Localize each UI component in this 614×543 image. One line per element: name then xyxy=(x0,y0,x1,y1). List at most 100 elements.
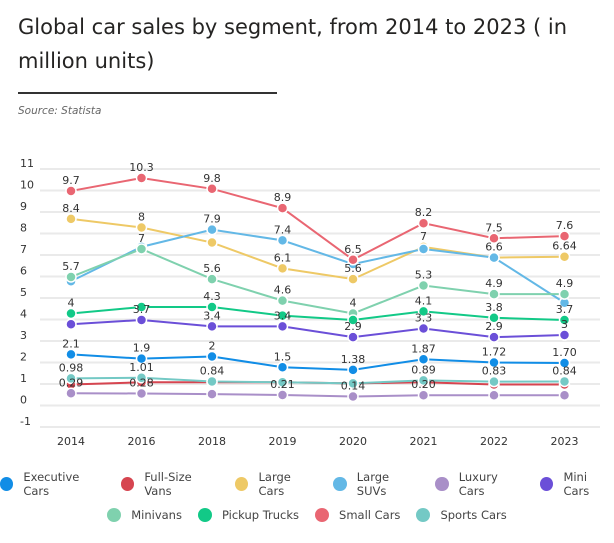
data-point xyxy=(417,353,430,366)
y-tick-label: -1 xyxy=(20,415,31,428)
y-tick-label: 5 xyxy=(20,286,27,299)
data-label: 4.9 xyxy=(556,277,574,290)
data-point xyxy=(417,243,430,255)
data-point xyxy=(65,318,77,330)
x-tick-label: 2022 xyxy=(480,435,508,448)
legend-item[interactable]: Luxury Cars xyxy=(435,470,524,498)
legend-item[interactable]: Minivans xyxy=(107,507,182,522)
data-label: 6.1 xyxy=(274,251,292,264)
y-tick-label: 8 xyxy=(20,222,27,235)
data-label: 4 xyxy=(350,297,357,310)
data-point xyxy=(276,320,289,333)
data-point xyxy=(135,301,148,313)
data-label: 4 xyxy=(68,297,75,310)
data-label: 1.5 xyxy=(274,350,292,363)
legend-item[interactable]: Full-Size Vans xyxy=(120,469,219,498)
data-point xyxy=(206,236,218,249)
data-point xyxy=(276,294,289,307)
data-point xyxy=(65,348,77,361)
data-label: 7 xyxy=(420,230,427,243)
series-line xyxy=(70,177,565,261)
y-tick-label: 0 xyxy=(20,394,27,407)
legend-label: Full-Size Vans xyxy=(144,469,192,498)
y-tick-label: 3 xyxy=(20,329,27,342)
legend-item[interactable]: Large Cars xyxy=(235,470,317,498)
data-point xyxy=(347,314,359,326)
data-label: 7.5 xyxy=(485,221,503,234)
data-point xyxy=(488,312,500,324)
data-point xyxy=(206,273,218,285)
series-line xyxy=(70,376,565,385)
y-tick-label: 10 xyxy=(20,179,34,192)
legend-label: Luxury Cars xyxy=(458,469,498,498)
legend-item[interactable]: Sports Cars xyxy=(416,507,507,522)
data-point xyxy=(347,273,359,285)
legend-dot-icon xyxy=(120,476,135,491)
data-point xyxy=(135,387,148,400)
data-point xyxy=(558,288,571,300)
data-point xyxy=(135,243,148,255)
data-point xyxy=(276,309,289,322)
data-point xyxy=(488,288,500,300)
data-point xyxy=(206,350,218,363)
legend-label: Large SUVs xyxy=(356,469,390,498)
title-divider xyxy=(18,92,277,94)
legend-item[interactable]: Small Cars xyxy=(315,507,401,522)
data-point xyxy=(347,377,359,390)
data-point xyxy=(488,389,500,401)
legend-item[interactable]: Pickup Trucks xyxy=(197,507,299,522)
y-tick-label: 11 xyxy=(20,157,34,170)
data-label: 10.3 xyxy=(129,161,154,174)
x-tick-label: 2016 xyxy=(128,435,156,448)
data-point xyxy=(558,357,571,369)
data-point xyxy=(347,364,359,376)
data-point xyxy=(206,320,218,333)
legend-dot-icon xyxy=(333,476,347,491)
data-point xyxy=(135,372,148,384)
y-tick-label: 6 xyxy=(20,265,27,278)
data-label: 3.4 xyxy=(274,309,292,322)
data-label: 1.70 xyxy=(552,346,577,359)
legend-dot-icon xyxy=(540,476,554,491)
data-point xyxy=(65,213,77,225)
data-point xyxy=(488,232,500,244)
data-label: 3.3 xyxy=(415,312,433,325)
legend-item[interactable]: Mini Cars xyxy=(540,470,614,498)
data-label: 5.3 xyxy=(415,269,433,282)
data-point xyxy=(135,172,148,184)
data-label: 9.8 xyxy=(203,172,221,185)
data-label: 0.84 xyxy=(552,364,577,377)
series-line xyxy=(70,353,565,371)
data-point xyxy=(347,331,359,343)
chart-source: Source: Statista xyxy=(18,105,102,117)
data-label: 0.98 xyxy=(59,361,84,374)
data-label: 3 xyxy=(561,318,568,331)
data-point xyxy=(417,279,430,292)
legend-item[interactable]: Large SUVs xyxy=(333,470,419,498)
legend-dot-icon xyxy=(235,476,249,491)
data-point xyxy=(206,375,218,388)
data-point xyxy=(65,372,77,385)
data-point xyxy=(347,390,359,403)
data-point xyxy=(488,251,500,264)
data-label: 7.4 xyxy=(274,223,292,236)
legend-label: Small Cars xyxy=(339,507,401,522)
data-label: 5.7 xyxy=(62,260,80,273)
y-tick-label: 2 xyxy=(20,351,27,364)
legend-item[interactable]: Executive Cars xyxy=(0,470,105,498)
y-tick-label: 4 xyxy=(20,308,27,321)
x-tick-label: 2018 xyxy=(198,435,226,448)
series-line xyxy=(70,392,565,398)
legend-label: Sports Cars xyxy=(440,507,507,522)
data-point xyxy=(558,230,571,242)
data-point xyxy=(417,389,430,401)
data-label: 0.89 xyxy=(411,363,436,376)
data-point xyxy=(206,301,218,313)
data-point xyxy=(276,361,289,373)
series-line xyxy=(70,306,565,321)
legend-dot-icon xyxy=(0,476,14,491)
series-line xyxy=(70,228,566,304)
series-line xyxy=(70,318,565,339)
data-label: 0.28 xyxy=(129,376,154,389)
data-label: 3.7 xyxy=(556,303,574,316)
